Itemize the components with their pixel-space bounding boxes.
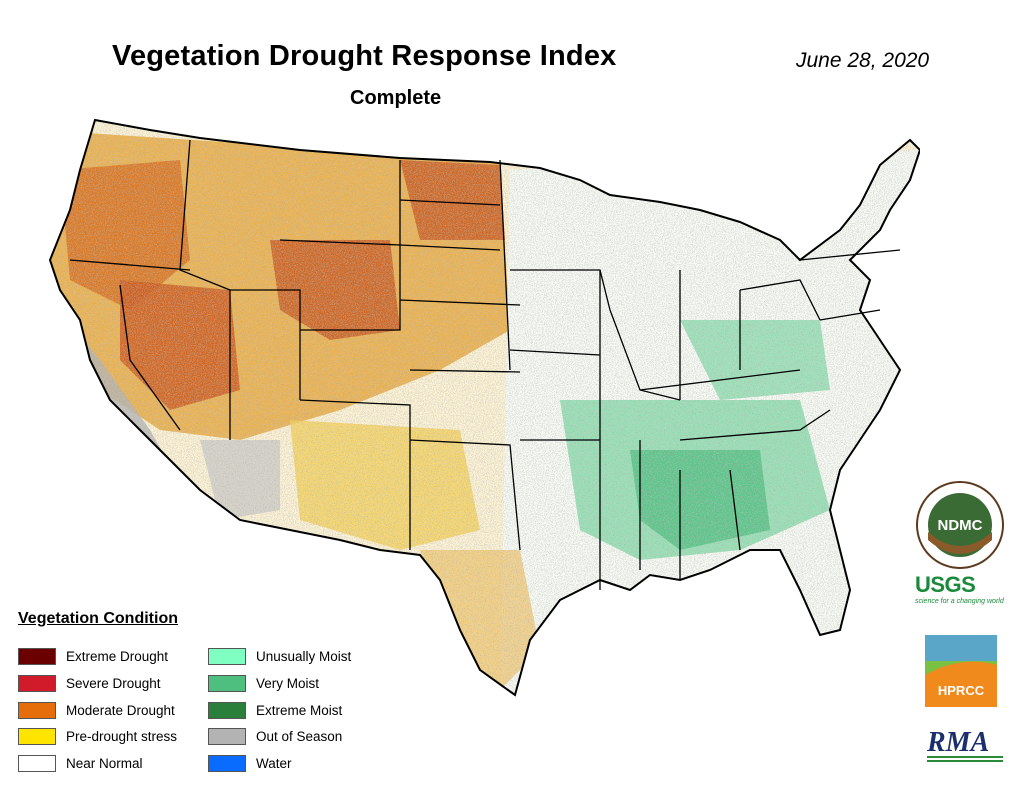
legend-item-near-normal: Near Normal <box>18 755 143 772</box>
rma-logo: RMA <box>926 727 1003 762</box>
map-date: June 28, 2020 <box>796 49 930 72</box>
legend-item-unusually-moist: Unusually Moist <box>208 648 351 665</box>
legend-swatch <box>208 648 246 665</box>
map-title: Vegetation Drought Response Index <box>112 40 617 72</box>
legend-item-water: Water <box>208 755 292 772</box>
legend-swatch <box>208 728 246 745</box>
usgs-logo: USGS science for a changing world <box>915 572 1010 605</box>
legend-item-pre-drought: Pre-drought stress <box>18 728 177 745</box>
map-legend: Vegetation Condition Extreme Drought Sev… <box>18 610 398 780</box>
legend-swatch <box>208 755 246 772</box>
legend-item-severe-drought: Severe Drought <box>18 675 161 692</box>
legend-title: Vegetation Condition <box>18 610 178 627</box>
legend-item-very-moist: Very Moist <box>208 675 319 692</box>
rma-logo-text: RMA <box>926 727 989 758</box>
legend-label: Extreme Moist <box>256 703 343 718</box>
legend-label: Very Moist <box>256 676 320 691</box>
hprcc-logo: HPRCC <box>925 635 997 707</box>
hprcc-logo-text: HPRCC <box>938 683 985 698</box>
usgs-logo-text: USGS <box>915 572 976 597</box>
legend-label: Extreme Drought <box>66 649 169 664</box>
legend-swatch <box>18 755 56 772</box>
legend-label: Unusually Moist <box>256 649 352 664</box>
legend-item-out-of-season: Out of Season <box>208 728 342 745</box>
legend-label: Pre-drought stress <box>66 729 178 744</box>
legend-label: Water <box>256 756 292 771</box>
usgs-tagline: science for a changing world <box>915 598 1004 605</box>
legend-swatch <box>18 648 56 665</box>
legend-swatch <box>18 702 56 719</box>
legend-item-moderate-drought: Moderate Drought <box>18 702 175 719</box>
legend-item-extreme-drought: Extreme Drought <box>18 648 168 665</box>
legend-swatch <box>18 675 56 692</box>
legend-swatch <box>18 728 56 745</box>
legend-swatch <box>208 702 246 719</box>
legend-label: Moderate Drought <box>66 703 175 718</box>
ndmc-logo: NDMC <box>916 481 1004 569</box>
us-drought-map <box>48 118 920 697</box>
map-subtitle: Complete <box>350 87 442 109</box>
legend-swatch <box>208 675 246 692</box>
state-boundaries <box>48 118 920 697</box>
legend-item-extreme-moist: Extreme Moist <box>208 702 342 719</box>
legend-label: Severe Drought <box>66 676 161 691</box>
legend-label: Out of Season <box>256 729 343 744</box>
legend-label: Near Normal <box>66 756 143 771</box>
ndmc-logo-text: NDMC <box>938 517 983 534</box>
